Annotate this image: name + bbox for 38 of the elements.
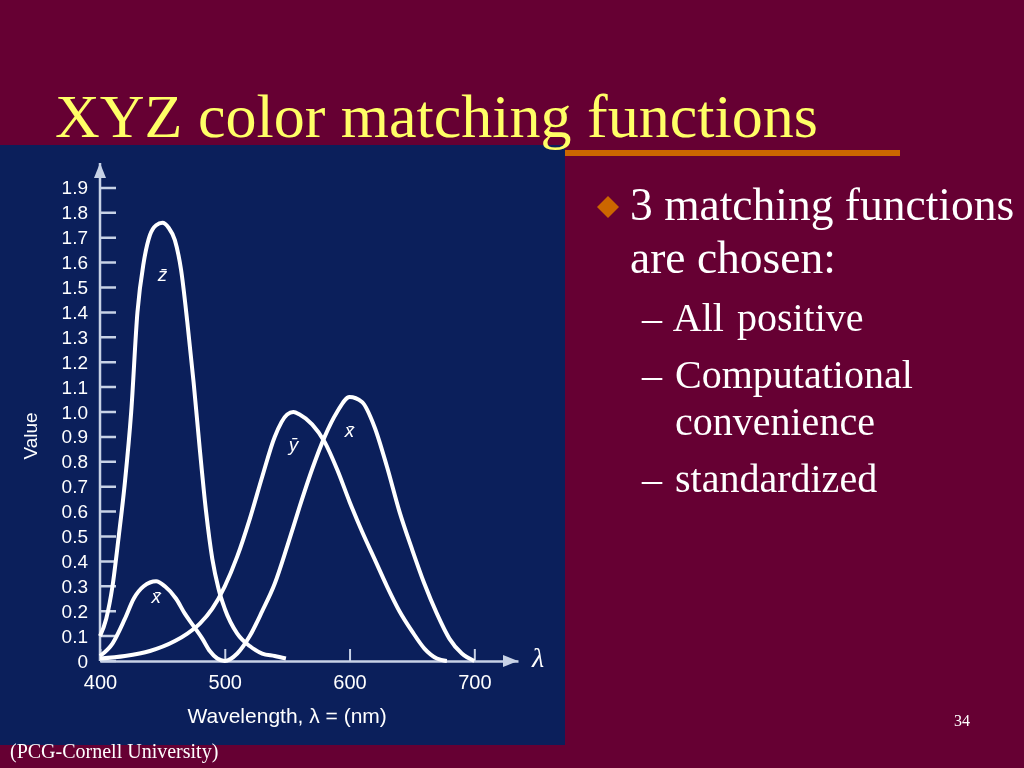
y-tick-label: 0.6 — [61, 501, 88, 523]
x-tick-label: 600 — [333, 671, 367, 694]
text: x̄ — [344, 420, 355, 442]
y-tick-label: 0.4 — [61, 550, 89, 572]
y-tick-label: 0.1 — [61, 625, 88, 647]
y-tick-label: 0 — [77, 650, 88, 672]
x-tick-label: 500 — [208, 671, 242, 694]
y-tick-label: 1.2 — [61, 351, 88, 373]
y-tick-label: 1.4 — [61, 301, 89, 323]
text: – All positive — [642, 294, 865, 341]
y-tick-label: 0.8 — [61, 451, 88, 473]
y-tick-label: 1.9 — [61, 177, 88, 199]
x-tick-label: 400 — [83, 671, 118, 694]
text: – standardized — [642, 455, 879, 502]
y-tick-label: 1.3 — [61, 326, 88, 348]
y-tick-label: 1.7 — [61, 227, 88, 249]
text: λ — [530, 642, 545, 674]
y-tick-label: 1.5 — [61, 277, 88, 299]
series-label: x̄ — [150, 586, 163, 608]
y-tick-label: 1.6 — [61, 252, 88, 274]
y-tick-label: 0.5 — [61, 526, 88, 548]
series-label: z̄ — [156, 263, 168, 285]
text: – Computational convenience — [642, 351, 914, 445]
y-tick-label: 1.1 — [61, 376, 88, 398]
text: 34 — [954, 712, 970, 729]
x-tick-label: 700 — [458, 671, 492, 694]
y-tick-label: 0.7 — [61, 476, 88, 498]
y-tick-label: 1.8 — [61, 202, 88, 224]
y-tick-label: 0.9 — [61, 426, 88, 448]
text: 3 matching functions are chosen: — [630, 178, 1016, 284]
y-tick-label: 0.3 — [61, 575, 88, 597]
series-label: ȳ — [286, 433, 300, 455]
y-tick-label: 1.0 — [61, 401, 88, 423]
y-tick-label: 0.2 — [61, 600, 88, 622]
y-axis-title: Value — [20, 412, 42, 460]
text: (PCG-Cornell University) — [10, 740, 219, 763]
chart-title: XYZ color matching functions — [55, 82, 818, 150]
x-axis-title: Wavelength, λ = (nm) — [187, 704, 387, 727]
